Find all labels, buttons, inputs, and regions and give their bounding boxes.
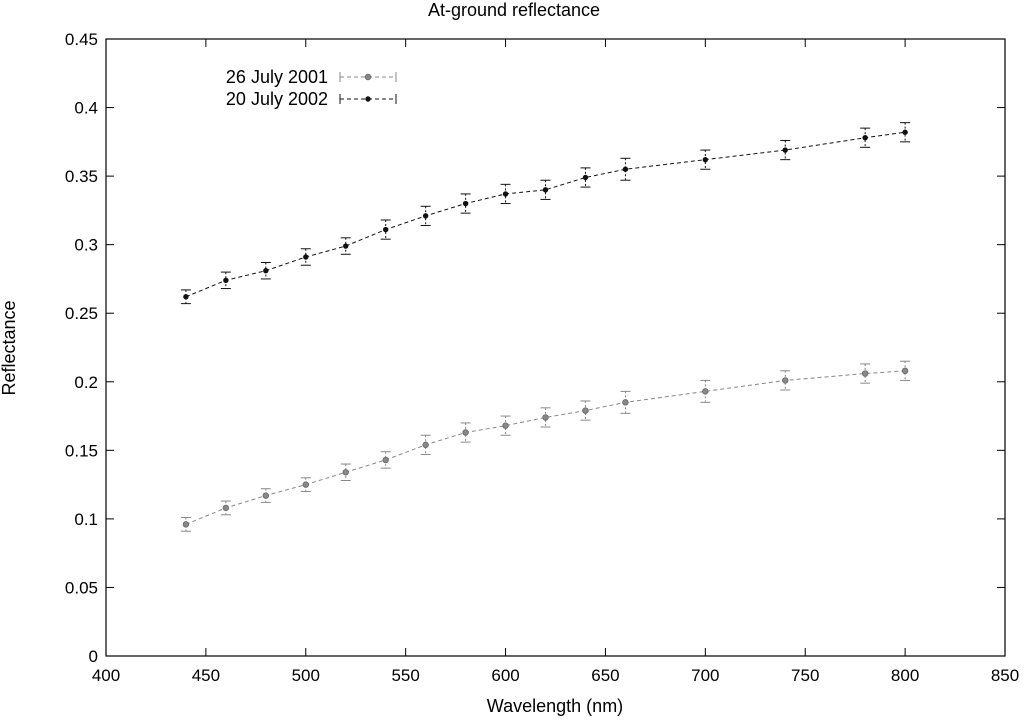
y-tick-label: 0 [89,647,98,666]
data-point [462,429,469,436]
data-point [303,254,309,260]
data-point [582,174,589,181]
x-tick-label: 450 [192,666,220,685]
data-point [622,399,629,406]
series-layer [180,122,911,532]
x-tick-label: 800 [891,666,919,685]
y-tick-label: 0.4 [74,99,98,118]
x-tick-label: 750 [791,666,819,685]
x-tick-label: 550 [391,666,419,685]
x-tick-label: 600 [491,666,519,685]
data-point [222,504,230,512]
data-point [862,135,868,141]
data-point [342,469,349,476]
y-axis-label: Reflectance [0,300,19,395]
data-point [542,414,549,421]
data-point [622,166,629,172]
data-point [861,370,869,377]
legend-marker [365,96,371,102]
data-point [462,200,469,207]
y-tick-label: 0.05 [65,578,98,597]
data-point [422,213,429,219]
y-tick-label: 0.3 [74,236,98,255]
x-tick-label: 400 [92,666,120,685]
legend-marker [364,73,372,81]
y-tick-label: 0.25 [65,304,98,323]
chart-title: At-ground reflectance [428,0,600,20]
data-point [422,441,429,449]
series-line [185,370,906,525]
axis-ticks: 400 450 500 550 600 650 700 750 800 850 0 0.05 0.1 0.… [65,30,1019,685]
data-point [702,388,709,395]
data-point [343,243,349,249]
data-point [582,407,589,414]
data-point [502,422,509,429]
data-point [782,377,789,384]
y-tick-label: 0.45 [65,30,98,49]
legend-label: 20 July 2002 [226,89,328,109]
x-axis-label: Wavelength (nm) [487,696,623,716]
data-point [263,268,269,274]
y-tick-label: 0.2 [74,373,98,392]
data-point [223,277,229,284]
series-1 [180,360,911,532]
y-tick-label: 0.15 [65,441,98,460]
data-point [782,147,788,153]
x-tick-label: 850 [991,666,1019,685]
data-point [262,492,270,499]
data-point [901,367,909,375]
x-tick-label: 650 [591,666,619,685]
series-line [185,131,906,298]
data-point [382,456,389,464]
data-point [542,187,549,193]
x-tick-label: 700 [691,666,719,685]
data-point [182,521,190,528]
series-2 [180,122,911,305]
data-point [183,294,189,300]
x-tick-label: 500 [292,666,320,685]
data-point [902,129,908,135]
legend-label: 26 July 2001 [226,67,328,87]
data-point [382,226,389,233]
y-tick-label: 0.35 [65,167,98,186]
data-point [502,191,509,197]
data-point [302,481,309,488]
data-point [702,156,709,163]
plot-frame [105,38,1006,657]
y-tick-label: 0.1 [74,510,98,529]
